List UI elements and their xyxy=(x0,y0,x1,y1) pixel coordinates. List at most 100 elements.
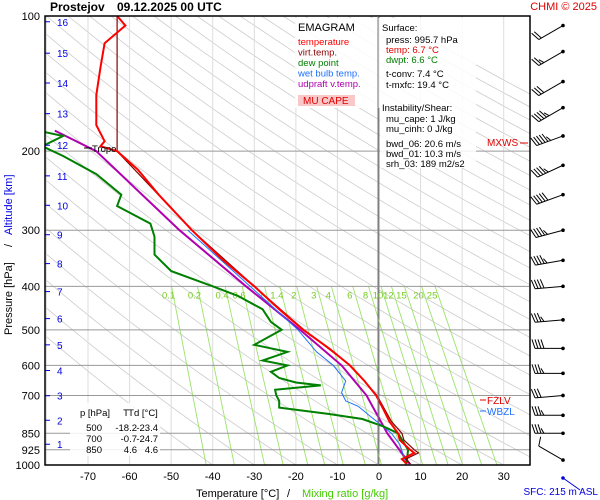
series-temperature xyxy=(95,16,417,465)
mixing-ratio-line xyxy=(197,286,235,465)
y-axis-label: Pressure [hPa] xyxy=(3,262,15,335)
wind-barb xyxy=(530,226,565,238)
mixing-ratio-label: 25 xyxy=(427,290,438,301)
dry-adiabat xyxy=(89,16,530,303)
mixing-ratio-line xyxy=(421,286,483,465)
y-axis-label-2: Altitude [km] xyxy=(3,174,15,235)
mu-cinh: mu_cinh: 0 J/kg xyxy=(386,124,453,135)
pressure-tick-label: 1000 xyxy=(16,460,40,472)
credit: CHMI © 2025 xyxy=(530,1,597,13)
srh-03: srh_03: 189 m2/s2 xyxy=(386,159,465,170)
dry-adiabat xyxy=(45,252,338,465)
wind-barb xyxy=(530,388,565,399)
cape-label: MU CAPE xyxy=(303,96,349,107)
table-header: T xyxy=(123,408,129,419)
legend-item: temperature xyxy=(298,37,349,48)
legend-item: udpraft v.temp. xyxy=(298,79,361,90)
mixing-ratio-label: 0.2 xyxy=(188,290,201,301)
mixing-ratio-line xyxy=(296,286,344,465)
dry-adiabat xyxy=(45,51,530,376)
station-name: Prostejov xyxy=(50,0,105,14)
dry-adiabat xyxy=(67,16,530,320)
temperature-tick-label: -10 xyxy=(329,471,345,483)
temperature-tick-label: 0 xyxy=(376,471,382,483)
level-table: p [hPa] T Td [°C] 500 -18.2 -23.4 700 -0.7 -24.7… xyxy=(80,408,158,456)
series-udpraft-v-temp- xyxy=(54,129,411,465)
mixing-ratio-line xyxy=(330,286,382,465)
y-axis-sep: / xyxy=(3,243,15,247)
pressure-tick-label: 500 xyxy=(22,325,40,337)
instability-title: Instability/Shear: xyxy=(382,103,452,114)
series xyxy=(45,16,420,465)
table-cell: -0.7 xyxy=(121,434,137,445)
surface-dwpt: dwpt: 6.6 °C xyxy=(386,55,438,66)
cape-badge xyxy=(298,95,355,106)
wind-barb xyxy=(531,424,565,436)
dry-adiabat xyxy=(218,16,530,206)
km-tick-label: 14 xyxy=(57,79,69,90)
legend-item: virt.temp. xyxy=(298,48,337,59)
wind-barb xyxy=(530,279,565,290)
km-tick-label: 2 xyxy=(57,416,63,427)
table-cell: 850 xyxy=(86,445,102,456)
pressure-tick-label: 300 xyxy=(22,225,40,237)
temperature-tick-label: -50 xyxy=(163,471,179,483)
dry-adiabat xyxy=(175,16,530,237)
mixing-ratio-label: 1 xyxy=(259,290,264,301)
mixing-ratio-line xyxy=(434,286,498,465)
dry-adiabat xyxy=(110,16,530,286)
mixing-ratio-line xyxy=(171,286,207,465)
mixing-ratio-line xyxy=(241,286,284,465)
mixing-ratio-line xyxy=(403,286,464,465)
temperature-tick-label: 10 xyxy=(414,471,426,483)
temperature-tick-label: -70 xyxy=(80,471,96,483)
table-cell: 500 xyxy=(86,423,102,434)
surface-tmxfc: t-mxfc: 19.4 °C xyxy=(386,80,449,91)
fzlv-marker: FZLV xyxy=(487,396,511,407)
series-wet-bulb-temp- xyxy=(187,229,407,465)
mixing-ratio-label: 4 xyxy=(326,290,331,301)
pressure-tick-label: 400 xyxy=(22,281,40,293)
wind-barb xyxy=(531,49,565,66)
mixing-ratio-label: 15 xyxy=(396,290,407,301)
dry-adiabat xyxy=(45,71,530,395)
wind-barb xyxy=(530,255,565,266)
tropo-marker: Tropo xyxy=(92,144,116,155)
km-tick-label: 12 xyxy=(57,141,69,152)
wind-barb xyxy=(531,339,565,351)
surface-press: press: 995.7 hPa xyxy=(386,35,459,46)
legend-title: EMAGRAM xyxy=(298,22,355,34)
km-tick-label: 11 xyxy=(57,172,68,183)
surface-info: Surface: press: 995.7 hPa temp: 6.7 °C d… xyxy=(382,23,465,170)
mixing-ratio-label: 2 xyxy=(291,290,296,301)
table-header: Td [°C] xyxy=(128,408,158,419)
x-axis-label-2: Mixing ratio [g/kg] xyxy=(302,488,388,500)
series-dew-point xyxy=(45,131,410,465)
sfc-marker: SFC: 215 m ASL xyxy=(524,487,599,498)
surface-temp: temp: 6.7 °C xyxy=(386,45,439,56)
wind-barb xyxy=(530,133,565,147)
mixing-ratio-line xyxy=(390,286,449,465)
wind-barbs xyxy=(530,23,581,491)
table-cell: -23.4 xyxy=(136,423,158,434)
x-axis-label: Temperature [°C] xyxy=(196,488,279,500)
wind-barb xyxy=(531,406,565,418)
mixing-ratio-line xyxy=(380,286,438,465)
km-tick-label: 3 xyxy=(57,392,63,403)
bwd-01: bwd_01: 10.3 m/s xyxy=(386,149,461,160)
km-tick-label: 5 xyxy=(57,341,63,352)
sfc-leader xyxy=(562,477,581,491)
x-axis-sep: / xyxy=(287,488,291,500)
km-tick-label: 4 xyxy=(57,367,63,378)
table-cell: 4.6 xyxy=(145,445,158,456)
dry-adiabat xyxy=(153,16,530,253)
mixing-ratio-line xyxy=(224,286,265,465)
table-cell: 4.6 xyxy=(124,445,137,456)
dry-adiabat xyxy=(45,32,530,357)
temperature-tick-label: -40 xyxy=(205,471,221,483)
pressure-tick-label: 850 xyxy=(22,428,40,440)
wind-barb xyxy=(531,79,565,97)
km-tick-label: 9 xyxy=(57,231,63,242)
